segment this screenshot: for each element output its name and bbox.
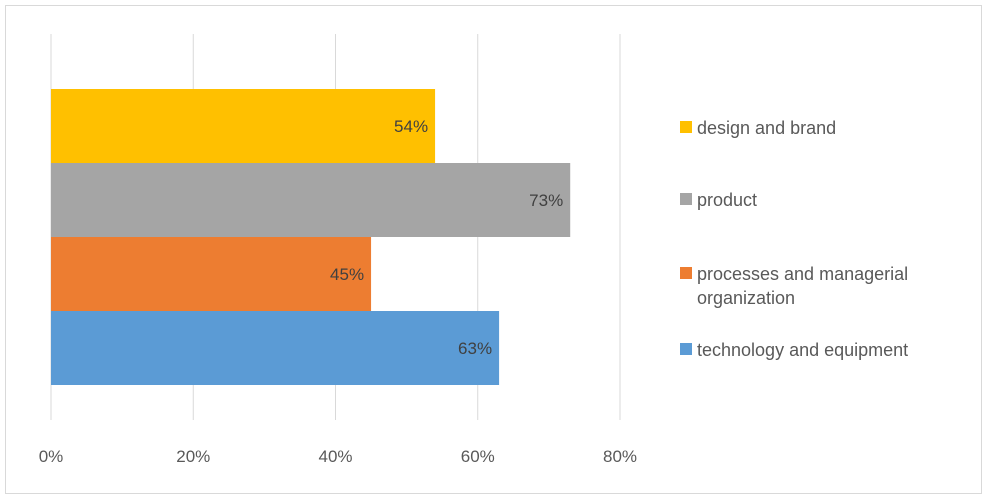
legend-item: technology and equipment (680, 338, 977, 362)
data-label: 63% (458, 339, 492, 358)
legend-label: design and brand (697, 118, 837, 138)
x-tick-label: 80% (603, 447, 637, 466)
x-tick-label: 20% (176, 447, 210, 466)
legend-swatch (680, 193, 692, 205)
data-label: 45% (330, 265, 364, 284)
bar (51, 89, 436, 163)
legend-label: technology and equipment (697, 340, 909, 360)
legend-label: product (697, 190, 758, 210)
bar (51, 311, 500, 385)
legend-swatch (680, 267, 692, 279)
x-tick-label: 40% (318, 447, 352, 466)
x-tick-label: 0% (39, 447, 64, 466)
legend-item: design and brand (680, 116, 977, 140)
data-label: 73% (529, 191, 563, 210)
data-label: 54% (394, 117, 428, 136)
bar (51, 163, 571, 237)
legend-item: processes and managerial organization (680, 262, 977, 310)
x-tick-label: 60% (461, 447, 495, 466)
legend-swatch (680, 121, 692, 133)
legend-label: processes and managerial organization (697, 264, 909, 308)
chart-legend: design and brand product processes and man… (680, 0, 980, 499)
legend-swatch (680, 343, 692, 355)
bar (51, 237, 372, 311)
legend-item: product (680, 188, 977, 212)
